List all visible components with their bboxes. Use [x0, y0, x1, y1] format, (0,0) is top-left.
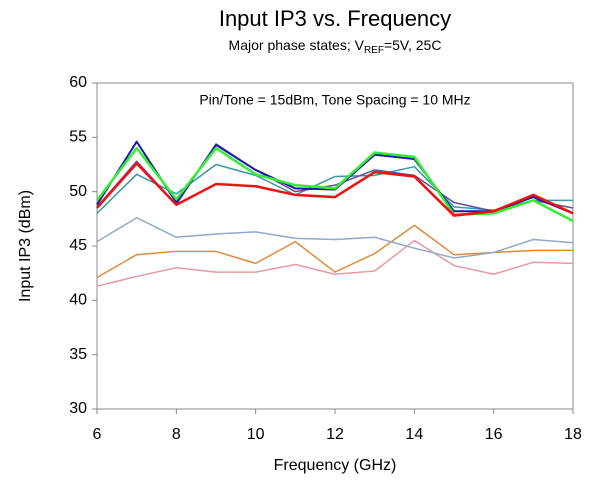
subtitle-part: =5V, 25C	[384, 37, 441, 53]
y-tick-label: 35	[69, 346, 87, 363]
subtitle-subscript: REF	[364, 45, 384, 56]
chart-title: Input IP3 vs. Frequency	[219, 6, 451, 31]
subtitle-part: Major phase states; V	[229, 37, 365, 53]
x-tick-label: 10	[247, 426, 265, 443]
x-tick-label: 12	[326, 426, 344, 443]
series-line	[96, 239, 574, 287]
plot-area	[96, 82, 574, 410]
y-tick-label: 40	[69, 292, 87, 309]
y-axis-label: Input IP3 (dBm)	[17, 190, 34, 302]
x-tick-label: 18	[564, 426, 582, 443]
series-line	[96, 162, 574, 217]
x-tick-label: 14	[405, 426, 423, 443]
y-tick-label: 50	[69, 183, 87, 200]
y-tick-label: 30	[69, 400, 87, 417]
series-line	[96, 216, 574, 259]
y-tick-label: 45	[69, 237, 87, 254]
series-line	[96, 146, 574, 223]
annotation: Pin/Tone = 15dBm, Tone Spacing = 10 MHz	[199, 92, 470, 108]
x-axis-label: Frequency (GHz)	[274, 457, 397, 474]
series-line	[96, 140, 574, 215]
chart-subtitle: Major phase states; VREF=5V, 25C	[229, 37, 442, 56]
y-tick-label: 60	[69, 74, 87, 91]
series-line	[96, 143, 574, 212]
x-tick-label: 8	[172, 426, 181, 443]
x-tick-label: 6	[93, 426, 102, 443]
x-tick-label: 16	[485, 426, 503, 443]
y-tick-label: 55	[69, 129, 87, 146]
